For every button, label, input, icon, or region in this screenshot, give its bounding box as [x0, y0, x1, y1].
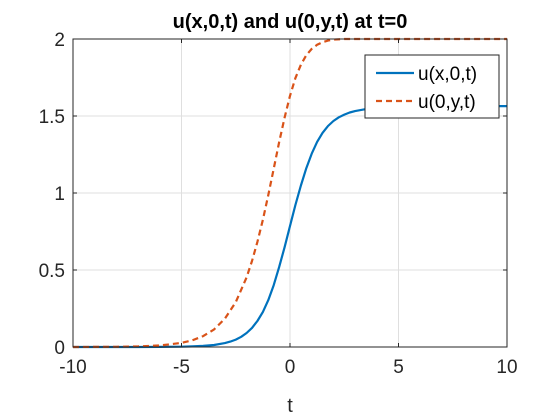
- y-tick-label: 1: [54, 184, 65, 205]
- legend-box: [364, 54, 500, 119]
- y-tick-labels: 0 0.5 1 1.5 2: [39, 30, 65, 359]
- y-tick-label: 2: [54, 30, 65, 51]
- series-line-2: [72, 37, 507, 349]
- y-tick-label: 1.5: [39, 107, 65, 128]
- x-tick-label: 10: [496, 357, 517, 378]
- x-tick-label: -10: [59, 357, 86, 378]
- legend-label-series-1: u(x,0,t): [418, 64, 477, 85]
- chart-title: u(x,0,t) and u(0,y,t) at t=0: [173, 11, 408, 33]
- x-tick-label: 0: [285, 357, 296, 378]
- y-tick-label: 0: [54, 338, 65, 359]
- y-tick-label: 0.5: [39, 261, 65, 282]
- x-tick-labels: -10 -5 0 5 10: [59, 357, 517, 378]
- x-tick-label: 5: [393, 357, 404, 378]
- ticks: [72, 38, 508, 348]
- x-tick-label: -5: [173, 357, 190, 378]
- x-axis-label: t: [287, 395, 293, 417]
- legend: u(x,0,t) u(0,y,t): [364, 54, 500, 119]
- legend-label-series-2: u(0,y,t): [418, 92, 476, 113]
